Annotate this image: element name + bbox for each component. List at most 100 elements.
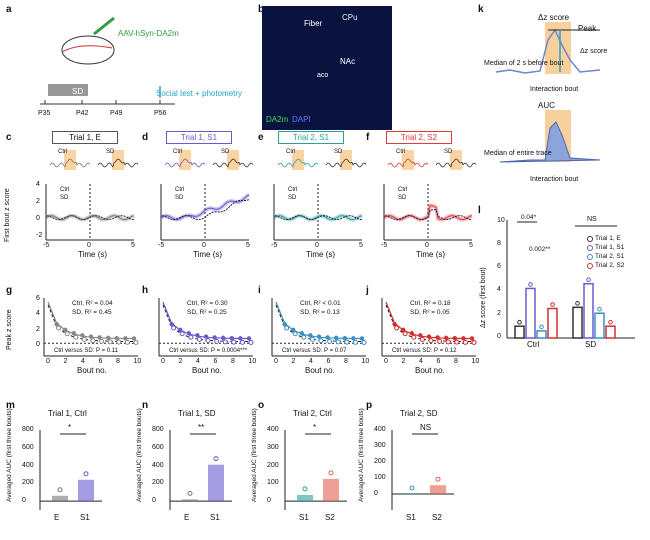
sd-bout-point [335,339,341,345]
bar-category-label: E [184,513,190,522]
inset-bout-shade [402,150,414,170]
l-data-point [597,306,602,312]
trace-title-d: Trial 1, S1 [166,131,232,144]
l-sig-3: NS [587,216,597,223]
l-group-label: Ctrl [527,340,540,349]
bar-y-tick: 100 [267,479,279,487]
inset-label: SD [221,149,230,155]
x-tick-label: 2 [401,358,406,365]
l-bar-Trial-1--E [572,306,583,339]
ctrl-mean-trace [160,194,250,221]
l-legend-1: Trial 1, S1 [595,244,625,251]
inset-label: SD [106,149,115,155]
bar-data-point [187,490,193,496]
fiber-label: Fiber [304,19,323,28]
bar-y-tick: 0 [374,490,378,497]
bar-category-label: E [54,513,60,522]
ctrl-bout-point [316,334,322,339]
panel-label-a: a [6,4,12,15]
age-p49: P49 [110,110,123,117]
x-tick-label: 8 [344,358,348,365]
panel-label-e: e [258,132,264,143]
sd-bout-point [222,339,228,345]
ctrl-bout-point [418,333,423,338]
ctrl-bout-point [351,336,356,341]
bar-title-o: Trial 2, Ctrl [293,409,332,418]
x-tick-label: 4 [309,358,313,365]
y-tick-label: 0 [36,214,40,222]
l-legend-0: Trial 1, E [595,235,621,242]
bar-y-tick: 400 [267,426,279,433]
ctrl-bout-point [392,321,397,327]
ctrl-r2-label: Ctrl, R² = 0.04 [72,300,113,307]
bar-sig-label: * [68,423,72,432]
sd-bout-point [99,338,105,344]
sd-bout-point [133,339,139,345]
inset-label: Ctrl [58,149,68,155]
bar-title-m: Trial 1, Ctrl [48,409,87,418]
bar-y-tick: 600 [152,443,164,451]
x-tick-label: 2 [63,358,68,365]
sd-r2-label: SD, R² = 0.45 [72,309,112,316]
trace-title-e: Trial 2, S1 [278,131,344,144]
ctrl-bout-point [342,335,347,341]
x-tick-label: 10 [248,358,257,365]
inset-label: SD [444,149,453,155]
inset-bout-shade [64,150,76,170]
x-tick-label: 0 [202,242,206,249]
ctrl-bout-point [238,336,243,341]
bar-y-axis-label: Averaged AUC (first three bouts) [6,408,13,502]
x-axis-label: Time (s) [306,250,336,259]
legend-sd: SD [175,195,184,201]
x-tick-label: 5 [131,242,135,249]
panel-label-m: m [6,400,15,411]
x-axis-label: Time (s) [416,250,446,259]
inset-bout-shade [179,150,191,170]
ctrl-bout-point [62,327,68,332]
bar-data-point [328,470,334,476]
x-tick-label: 6 [98,358,103,365]
ctrl-bout-point [203,334,209,339]
bar-y-axis-label: Averaged AUC (first three bouts) [358,408,365,502]
l-data-point [575,301,580,306]
sd-bout-point [292,331,298,337]
bar-category-label: S2 [325,513,335,522]
interaction-bout-shade-top [545,22,571,74]
panel-label-i: i [258,285,261,296]
l-bar-Trial-2--S2 [605,325,616,339]
bar-E [52,495,68,502]
sd-bout-point [437,338,443,344]
sd-r2-label: SD, R² = 0.13 [300,309,340,316]
stat-label: Ctrl versus SD: P = 0.12 [392,348,457,354]
aco-label: aco [317,72,329,79]
ctrl-bout-point [409,331,414,336]
bar-data-point [83,471,89,477]
l-legend-marker [587,263,593,269]
ctrl-bout-point [308,333,313,338]
bar-E [182,499,198,502]
x-axis-label: Time (s) [193,250,223,259]
ctrl-bout-point [212,335,217,340]
y-tick-label: 2 [36,325,40,333]
sd-bout-point [327,338,333,344]
x-tick-label: 8 [454,358,458,365]
ctrl-bout-point [106,335,111,341]
ctrl-bout-point [229,335,234,341]
sd-bout-point [411,334,417,340]
inset-trace [49,158,91,168]
bar-y-tick: 300 [374,442,386,449]
stat-label: Ctrl versus SD: P = 0.0004*** [169,348,248,354]
sd-bout-point [239,339,245,345]
inset-label: Ctrl [173,149,183,155]
l-y-tick: 2 [497,309,501,317]
legend-sd: SD [288,195,297,201]
x-tick-label: 10 [133,358,142,365]
ctrl-bout-point [291,327,296,332]
l-data-point [528,282,533,287]
sd-bout-point [56,325,62,331]
ctrl-bout-point [178,327,183,332]
bar-data-point [409,485,415,491]
dz-label-right: Δz score [580,48,608,55]
ctrl-r2-label: Ctrl, R² = 0.18 [410,300,451,307]
age-p42: P42 [76,110,89,117]
